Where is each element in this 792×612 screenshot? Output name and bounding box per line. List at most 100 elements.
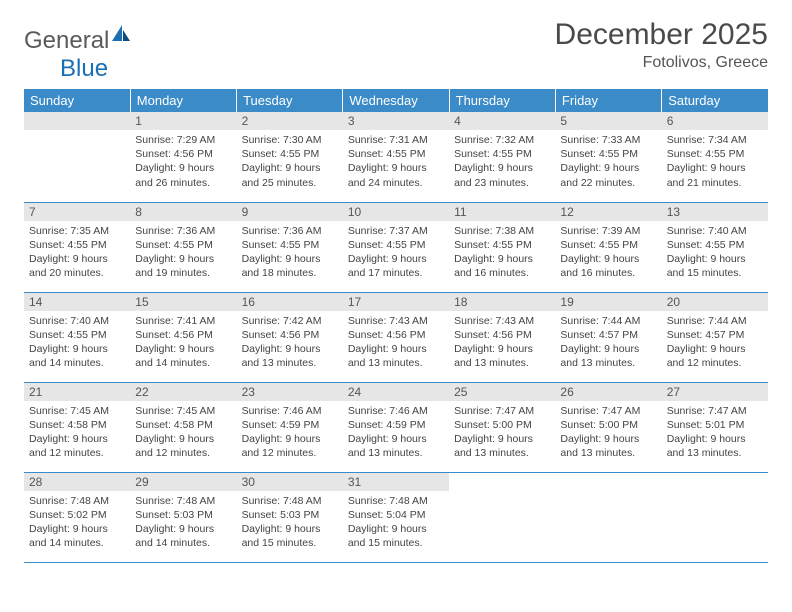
daylight-line: Daylight: 9 hours and 12 minutes. xyxy=(135,432,231,460)
day-number: 17 xyxy=(343,293,449,311)
calendar-cell: 26Sunrise: 7:47 AMSunset: 5:00 PMDayligh… xyxy=(555,382,661,472)
calendar-cell: 19Sunrise: 7:44 AMSunset: 4:57 PMDayligh… xyxy=(555,292,661,382)
sunrise-line: Sunrise: 7:47 AM xyxy=(560,404,656,418)
day-number: 20 xyxy=(662,293,768,311)
calendar-cell: 15Sunrise: 7:41 AMSunset: 4:56 PMDayligh… xyxy=(130,292,236,382)
calendar-cell: 12Sunrise: 7:39 AMSunset: 4:55 PMDayligh… xyxy=(555,202,661,292)
sunset-line: Sunset: 5:02 PM xyxy=(29,508,125,522)
sunrise-line: Sunrise: 7:44 AM xyxy=(560,314,656,328)
day-number: 27 xyxy=(662,383,768,401)
daylight-line: Daylight: 9 hours and 13 minutes. xyxy=(454,432,550,460)
sunset-line: Sunset: 5:04 PM xyxy=(348,508,444,522)
calendar-cell: 25Sunrise: 7:47 AMSunset: 5:00 PMDayligh… xyxy=(449,382,555,472)
sunset-line: Sunset: 4:56 PM xyxy=(242,328,338,342)
day-number: 1 xyxy=(130,112,236,130)
day-info: Sunrise: 7:37 AMSunset: 4:55 PMDaylight:… xyxy=(343,221,449,285)
day-number: 15 xyxy=(130,293,236,311)
calendar-cell: 22Sunrise: 7:45 AMSunset: 4:58 PMDayligh… xyxy=(130,382,236,472)
daylight-line: Daylight: 9 hours and 13 minutes. xyxy=(348,342,444,370)
daylight-line: Daylight: 9 hours and 23 minutes. xyxy=(454,161,550,189)
logo-text: General Blue xyxy=(24,24,131,83)
day-info: Sunrise: 7:45 AMSunset: 4:58 PMDaylight:… xyxy=(24,401,130,465)
daylight-line: Daylight: 9 hours and 14 minutes. xyxy=(29,342,125,370)
day-number: 28 xyxy=(24,473,130,491)
day-info: Sunrise: 7:29 AMSunset: 4:56 PMDaylight:… xyxy=(130,130,236,194)
calendar-row: 21Sunrise: 7:45 AMSunset: 4:58 PMDayligh… xyxy=(24,382,768,472)
sunset-line: Sunset: 4:56 PM xyxy=(454,328,550,342)
calendar-cell: 24Sunrise: 7:46 AMSunset: 4:59 PMDayligh… xyxy=(343,382,449,472)
daylight-line: Daylight: 9 hours and 16 minutes. xyxy=(560,252,656,280)
day-info: Sunrise: 7:43 AMSunset: 4:56 PMDaylight:… xyxy=(343,311,449,375)
calendar-cell: 4Sunrise: 7:32 AMSunset: 4:55 PMDaylight… xyxy=(449,112,555,202)
day-number: 16 xyxy=(237,293,343,311)
sunrise-line: Sunrise: 7:46 AM xyxy=(348,404,444,418)
calendar-cell: 20 Sunrise: 7:44 AMSunset: 4:57 PMDayligh… xyxy=(662,292,768,382)
calendar-cell: 6Sunrise: 7:34 AMSunset: 4:55 PMDaylight… xyxy=(662,112,768,202)
sunrise-line: Sunrise: 7:38 AM xyxy=(454,224,550,238)
sunset-line: Sunset: 4:56 PM xyxy=(135,147,231,161)
day-number: 25 xyxy=(449,383,555,401)
sunrise-line: Sunrise: 7:34 AM xyxy=(667,133,763,147)
sunset-line: Sunset: 4:56 PM xyxy=(135,328,231,342)
daylight-line: Daylight: 9 hours and 16 minutes. xyxy=(454,252,550,280)
logo-text-blue: Blue xyxy=(60,55,108,82)
day-info: Sunrise: 7:38 AMSunset: 4:55 PMDaylight:… xyxy=(449,221,555,285)
sunrise-line: Sunrise: 7:48 AM xyxy=(135,494,231,508)
day-info: Sunrise: 7:44 AMSunset: 4:57 PMDaylight:… xyxy=(555,311,661,375)
daylight-line: Daylight: 9 hours and 21 minutes. xyxy=(667,161,763,189)
day-info: Sunrise: 7:45 AMSunset: 4:58 PMDaylight:… xyxy=(130,401,236,465)
sunrise-line: Sunrise: 7:32 AM xyxy=(454,133,550,147)
location: Fotolivos, Greece xyxy=(555,54,768,72)
sunrise-line: Sunrise: 7:44 AM xyxy=(667,314,763,328)
day-number: 2 xyxy=(237,112,343,130)
day-number-empty xyxy=(24,112,130,130)
daylight-line: Daylight: 9 hours and 25 minutes. xyxy=(242,161,338,189)
calendar-row: 1Sunrise: 7:29 AMSunset: 4:56 PMDaylight… xyxy=(24,112,768,202)
logo-sail-icon xyxy=(111,24,131,42)
day-info: Sunrise: 7:46 AMSunset: 4:59 PMDaylight:… xyxy=(343,401,449,465)
calendar-cell: 13Sunrise: 7:40 AMSunset: 4:55 PMDayligh… xyxy=(662,202,768,292)
calendar-row: 28Sunrise: 7:48 AMSunset: 5:02 PMDayligh… xyxy=(24,472,768,562)
day-info: Sunrise: 7:36 AMSunset: 4:55 PMDaylight:… xyxy=(237,221,343,285)
sunset-line: Sunset: 4:57 PM xyxy=(667,328,763,342)
day-info: Sunrise: 7:35 AMSunset: 4:55 PMDaylight:… xyxy=(24,221,130,285)
calendar-cell: 16Sunrise: 7:42 AMSunset: 4:56 PMDayligh… xyxy=(237,292,343,382)
day-info: Sunrise: 7:30 AMSunset: 4:55 PMDaylight:… xyxy=(237,130,343,194)
sunrise-line: Sunrise: 7:45 AM xyxy=(29,404,125,418)
daylight-line: Daylight: 9 hours and 12 minutes. xyxy=(242,432,338,460)
daylight-line: Daylight: 9 hours and 15 minutes. xyxy=(667,252,763,280)
weekday-header: Saturday xyxy=(662,89,768,112)
calendar-cell: 23Sunrise: 7:46 AMSunset: 4:59 PMDayligh… xyxy=(237,382,343,472)
sunset-line: Sunset: 4:55 PM xyxy=(454,238,550,252)
daylight-line: Daylight: 9 hours and 15 minutes. xyxy=(348,522,444,550)
sunset-line: Sunset: 4:59 PM xyxy=(348,418,444,432)
logo: General Blue xyxy=(24,24,131,83)
day-info: Sunrise: 7:46 AMSunset: 4:59 PMDaylight:… xyxy=(237,401,343,465)
sunrise-line: Sunrise: 7:29 AM xyxy=(135,133,231,147)
calendar-cell: 3Sunrise: 7:31 AMSunset: 4:55 PMDaylight… xyxy=(343,112,449,202)
daylight-line: Daylight: 9 hours and 12 minutes. xyxy=(667,342,763,370)
daylight-line: Daylight: 9 hours and 13 minutes. xyxy=(242,342,338,370)
daylight-line: Daylight: 9 hours and 14 minutes. xyxy=(135,522,231,550)
title-block: December 2025 Fotolivos, Greece xyxy=(555,18,768,72)
daylight-line: Daylight: 9 hours and 15 minutes. xyxy=(242,522,338,550)
day-number: 24 xyxy=(343,383,449,401)
sunset-line: Sunset: 4:55 PM xyxy=(242,238,338,252)
calendar-cell: 9Sunrise: 7:36 AMSunset: 4:55 PMDaylight… xyxy=(237,202,343,292)
sunrise-line: Sunrise: 7:39 AM xyxy=(560,224,656,238)
daylight-line: Daylight: 9 hours and 22 minutes. xyxy=(560,161,656,189)
sunrise-line: Sunrise: 7:33 AM xyxy=(560,133,656,147)
day-info: Sunrise: 7:48 AMSunset: 5:03 PMDaylight:… xyxy=(237,491,343,555)
sunset-line: Sunset: 5:01 PM xyxy=(667,418,763,432)
sunset-line: Sunset: 4:55 PM xyxy=(29,328,125,342)
weekday-header-row: Sunday Monday Tuesday Wednesday Thursday… xyxy=(24,89,768,112)
day-number: 11 xyxy=(449,203,555,221)
day-number: 9 xyxy=(237,203,343,221)
calendar-cell: 11Sunrise: 7:38 AMSunset: 4:55 PMDayligh… xyxy=(449,202,555,292)
sunset-line: Sunset: 4:55 PM xyxy=(242,147,338,161)
sunrise-line: Sunrise: 7:43 AM xyxy=(348,314,444,328)
calendar-cell xyxy=(662,472,768,562)
sunrise-line: Sunrise: 7:41 AM xyxy=(135,314,231,328)
daylight-line: Daylight: 9 hours and 14 minutes. xyxy=(29,522,125,550)
calendar-body: 1Sunrise: 7:29 AMSunset: 4:56 PMDaylight… xyxy=(24,112,768,562)
